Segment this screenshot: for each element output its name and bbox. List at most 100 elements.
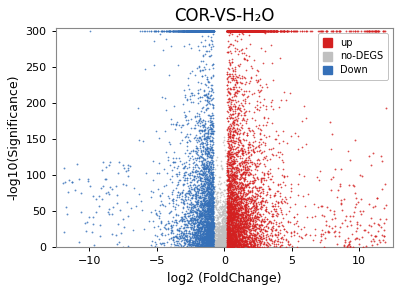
Point [192,233,198,237]
Point [204,98,210,102]
Point [226,217,232,222]
Point [226,79,233,84]
Point [174,29,180,34]
Point [188,210,195,214]
Point [200,229,207,234]
Point [236,29,243,34]
Point [222,239,229,243]
Point [215,239,221,244]
Point [250,29,256,34]
Point [190,226,196,231]
Point [208,207,215,212]
Point [206,29,212,34]
Point [190,29,197,34]
Point [210,29,216,34]
Point [226,213,232,217]
Point [248,29,254,34]
Point [224,222,231,227]
Point [234,29,240,34]
Point [200,29,207,34]
Point [239,185,245,190]
Point [190,240,196,245]
Point [185,29,191,34]
Point [232,242,238,247]
Point [280,226,287,231]
Point [148,209,154,214]
Point [202,73,209,78]
Point [233,157,239,161]
Point [197,175,204,180]
Point [257,211,264,216]
Point [226,220,232,225]
Point [239,224,246,229]
Point [234,145,241,149]
Point [234,29,241,34]
Point [202,29,208,34]
Point [200,141,206,146]
Point [240,29,246,34]
Point [202,233,209,238]
Point [196,240,202,245]
Point [176,170,183,174]
Point [209,138,216,142]
Point [224,237,231,241]
Point [202,151,208,156]
Point [274,232,281,237]
Point [136,138,142,142]
Point [227,152,233,156]
Point [180,217,187,222]
Point [223,239,229,244]
Point [209,29,215,34]
Point [238,100,244,105]
Point [176,29,182,34]
Point [201,29,207,34]
Point [225,226,232,230]
Point [228,127,235,132]
Point [196,29,202,34]
Point [204,231,210,236]
Point [214,231,221,236]
Point [176,236,183,241]
Point [202,174,208,179]
Point [366,29,372,34]
Point [202,205,208,210]
Point [231,107,238,111]
Point [208,180,215,185]
Point [209,237,215,242]
Point [260,231,266,235]
Point [230,235,237,239]
Point [230,244,237,249]
Point [215,239,222,244]
Point [228,29,234,34]
Point [238,237,245,241]
Point [232,241,239,245]
Point [318,212,325,217]
Point [231,29,238,34]
Point [194,223,200,228]
Point [286,242,293,247]
Point [208,29,214,34]
Point [248,232,254,237]
Point [207,223,213,228]
Point [184,83,191,88]
Point [250,180,256,185]
Point [210,29,216,34]
Point [237,195,244,200]
Point [202,29,208,34]
Point [222,230,228,235]
Point [202,180,209,184]
Point [208,226,214,231]
Point [236,235,242,240]
Point [209,214,216,219]
Point [197,59,204,63]
Point [206,234,213,239]
Point [209,245,215,249]
Point [181,182,188,187]
Point [200,173,206,177]
Point [229,116,235,121]
Point [227,29,233,34]
Point [201,236,207,241]
Point [228,29,235,34]
Point [236,234,243,239]
Point [224,29,231,34]
